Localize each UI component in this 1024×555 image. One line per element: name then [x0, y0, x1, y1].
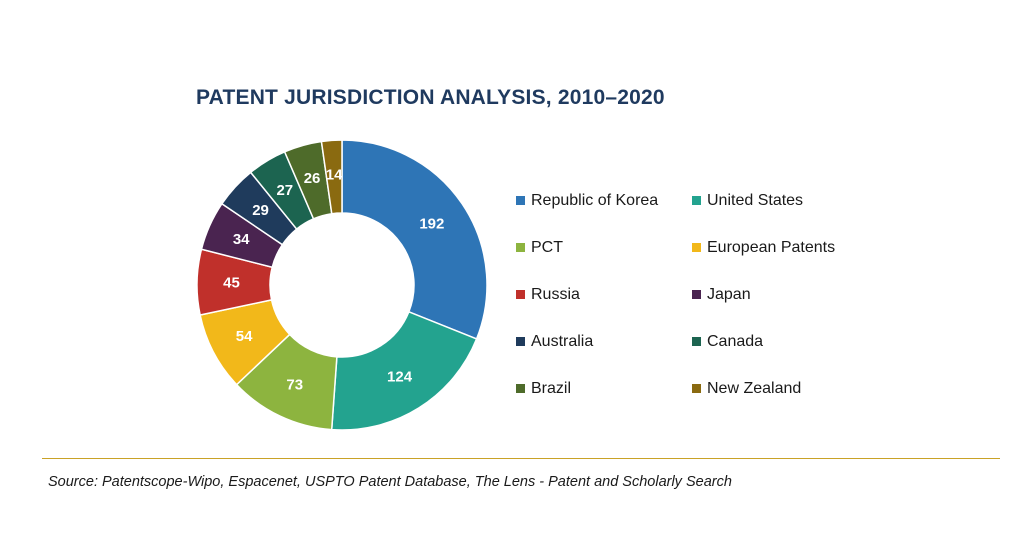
data-label-new-zealand: 14 [326, 166, 343, 183]
legend-label: New Zealand [707, 379, 802, 397]
legend-item-russia: Russia [516, 283, 692, 306]
legend-swatch [516, 337, 525, 346]
legend-label: Canada [707, 332, 764, 350]
legend-item-european-patents: European Patents [692, 236, 876, 259]
source-note: Source: Patentscope-Wipo, Espacenet, USP… [48, 474, 732, 490]
legend-swatch [692, 337, 701, 346]
legend-swatch [516, 196, 525, 205]
legend-label: United States [707, 191, 804, 209]
data-label-japan: 34 [233, 231, 250, 248]
legend-item-republic-of-korea: Republic of Korea [516, 189, 692, 212]
legend-label: Russia [531, 285, 580, 303]
slice-republic-of-korea [341, 139, 488, 340]
legend-swatch [692, 243, 701, 252]
legend-item-brazil: Brazil [516, 377, 692, 400]
legend-item-australia: Australia [516, 330, 692, 353]
data-label-pct: 73 [286, 376, 303, 393]
legend-label: PCT [531, 238, 563, 256]
slice-united-states [330, 310, 478, 431]
legend-swatch [692, 196, 701, 205]
chart-legend: Republic of Korea United States PCT Europea… [516, 189, 876, 400]
slice-new-zealand [320, 139, 343, 215]
chart-title: PATENT JURISDICTION ANALYSIS, 2010–2020 [196, 86, 665, 109]
legend-item-japan: Japan [692, 283, 876, 306]
legend-label: Japan [707, 285, 751, 303]
data-label-republic-of-korea: 192 [419, 216, 444, 233]
legend-item-united-states: United States [692, 189, 876, 212]
legend-label: Republic of Korea [531, 191, 659, 209]
legend-label: Australia [531, 332, 594, 350]
source-divider [42, 458, 1000, 459]
data-label-australia: 29 [252, 202, 269, 219]
legend-label: European Patents [707, 238, 836, 256]
legend-swatch [692, 290, 701, 299]
data-label-canada: 27 [276, 182, 293, 199]
legend-swatch [692, 384, 701, 393]
legend-swatch [516, 384, 525, 393]
legend-label: Brazil [531, 379, 572, 397]
legend-swatch [516, 243, 525, 252]
data-label-european-patents: 54 [236, 328, 253, 345]
legend-swatch [516, 290, 525, 299]
legend-item-new-zealand: New Zealand [692, 377, 876, 400]
data-label-brazil: 26 [304, 170, 321, 187]
legend-item-pct: PCT [516, 236, 692, 259]
data-label-united-states: 124 [387, 368, 413, 385]
data-label-russia: 45 [223, 274, 240, 291]
legend-item-canada: Canada [692, 330, 876, 353]
